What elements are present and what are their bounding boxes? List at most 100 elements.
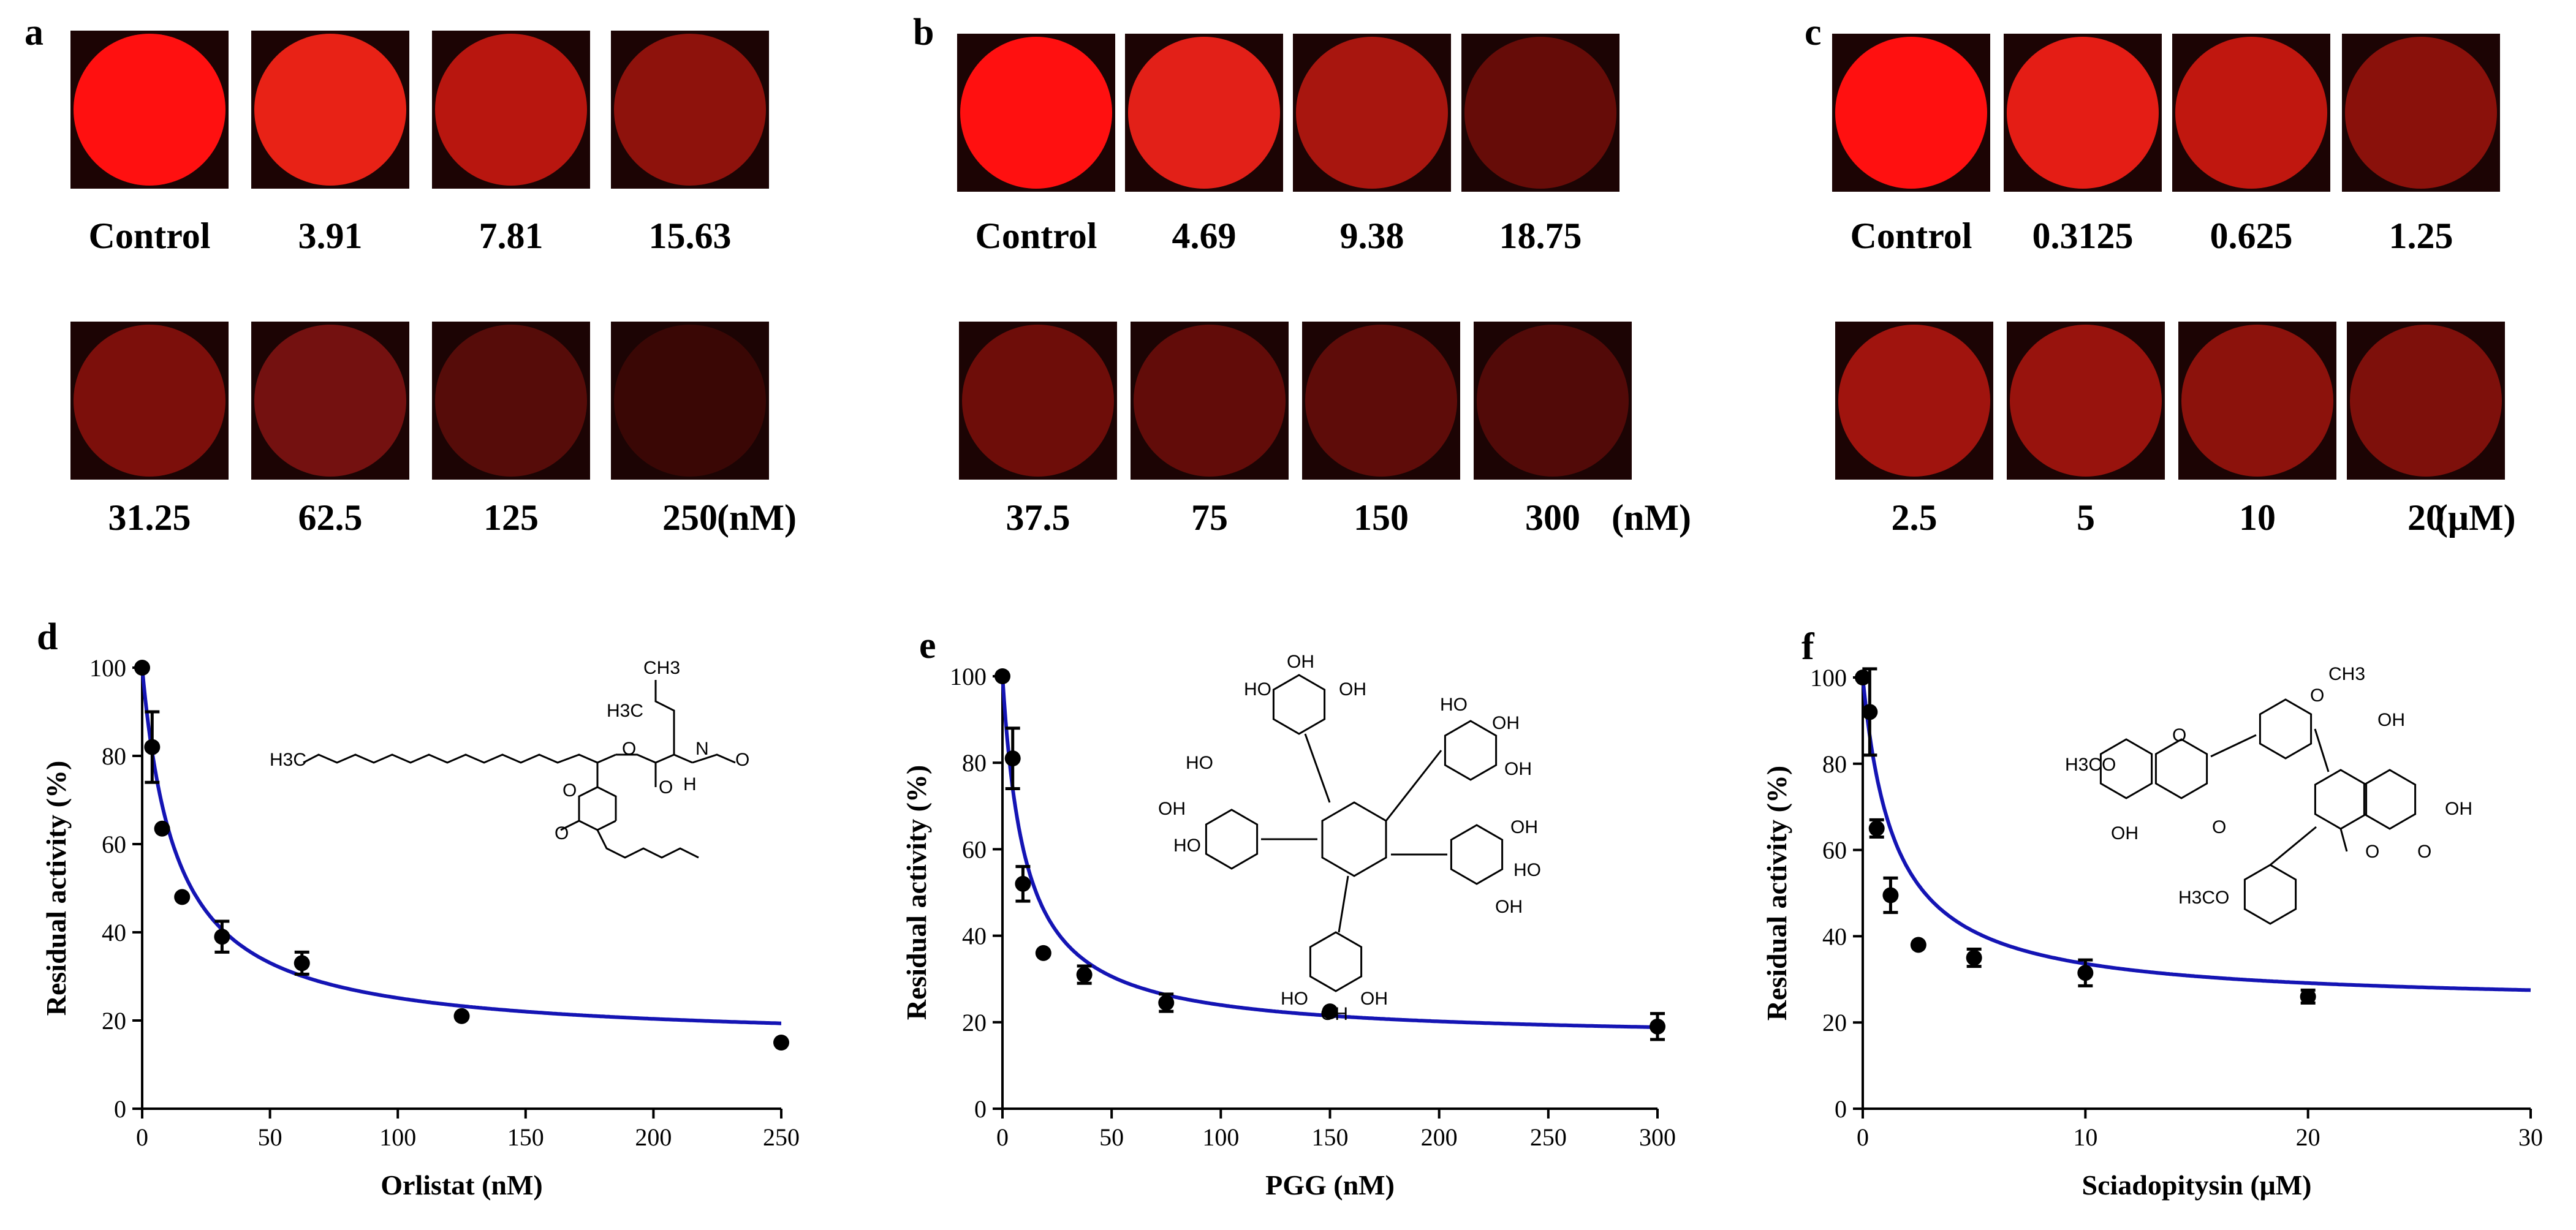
x-tick-label: 50 bbox=[258, 1123, 282, 1151]
well-image bbox=[1474, 322, 1632, 480]
concentration-label: 37.5 bbox=[1006, 497, 1070, 538]
x-tick-label: 50 bbox=[1099, 1123, 1124, 1151]
data-point bbox=[1855, 670, 1871, 685]
well-image bbox=[2342, 34, 2500, 192]
x-tick-label: 20 bbox=[2296, 1123, 2320, 1151]
atom-label: HO bbox=[1244, 679, 1271, 700]
well-image bbox=[959, 322, 1117, 480]
fluorescence-disc bbox=[1128, 37, 1280, 189]
fluorescence-disc bbox=[960, 37, 1112, 189]
x-axis-label: Sciadopitysin (μM) bbox=[2082, 1169, 2312, 1201]
x-tick-label: 250 bbox=[763, 1123, 800, 1151]
concentration-label: 0.625 bbox=[2210, 216, 2293, 256]
error-bar bbox=[1862, 667, 1877, 757]
concentration-label: 4.69 bbox=[1172, 216, 1237, 256]
concentration-unit: (nM) bbox=[1612, 497, 1691, 538]
concentration-label: 250 bbox=[662, 497, 718, 538]
atom-label: H3C bbox=[2065, 755, 2102, 775]
x-tick-label: 200 bbox=[635, 1123, 672, 1151]
fluorescence-disc bbox=[1134, 325, 1286, 477]
data-point bbox=[144, 739, 161, 755]
data-point bbox=[1322, 1003, 1338, 1020]
y-axis-label: Residual activity (%) bbox=[901, 765, 932, 1021]
fluorescence-disc bbox=[1477, 325, 1629, 477]
well-image bbox=[1293, 34, 1451, 192]
well-image bbox=[251, 322, 409, 480]
atom-label: OH bbox=[1339, 679, 1366, 700]
panel-letter-e: e bbox=[919, 625, 936, 666]
well-image bbox=[2347, 322, 2505, 480]
well-image bbox=[251, 31, 409, 189]
well-image bbox=[1131, 322, 1289, 480]
panel-letter-c: c bbox=[1805, 12, 1822, 53]
well-image bbox=[957, 34, 1115, 192]
well-image bbox=[1302, 322, 1460, 480]
concentration-label: 9.38 bbox=[1339, 216, 1404, 256]
y-tick-label: 20 bbox=[102, 1007, 126, 1035]
atom-label: H bbox=[683, 774, 697, 794]
fluorescence-disc bbox=[962, 325, 1114, 477]
y-tick-label: 60 bbox=[962, 836, 987, 863]
fluorescence-disc bbox=[2181, 325, 2333, 477]
error-bar bbox=[214, 919, 230, 954]
concentration-label: 300 bbox=[1525, 497, 1580, 538]
atom-label: HO bbox=[1440, 695, 1468, 715]
panel-letter-f: f bbox=[1801, 626, 1815, 668]
orlistat-structure bbox=[303, 680, 736, 859]
fluorescence-disc bbox=[1838, 325, 1990, 477]
concentration-unit: (μM) bbox=[2436, 497, 2516, 538]
concentration-label: 5 bbox=[2077, 497, 2095, 538]
y-tick-label: 0 bbox=[114, 1095, 126, 1123]
well-image bbox=[2007, 322, 2165, 480]
y-tick-label: 100 bbox=[1810, 664, 1847, 692]
well-image bbox=[70, 322, 229, 480]
fluorescence-disc bbox=[2345, 37, 2497, 189]
atom-label: O bbox=[2417, 842, 2431, 862]
atom-label: O bbox=[2102, 755, 2116, 775]
fluorescence-disc bbox=[254, 325, 406, 477]
well-image bbox=[1835, 322, 1993, 480]
atom-label: O bbox=[2212, 817, 2226, 837]
y-tick-label: 0 bbox=[974, 1095, 987, 1123]
well-image bbox=[2004, 34, 2162, 192]
error-bar bbox=[1077, 964, 1092, 985]
x-tick-label: 0 bbox=[136, 1123, 148, 1151]
fluorescence-disc bbox=[435, 34, 587, 186]
error-bar bbox=[1966, 948, 1982, 968]
fluorescence-disc bbox=[1305, 325, 1457, 477]
error-bar bbox=[1015, 865, 1031, 903]
y-tick-label: 40 bbox=[962, 922, 987, 950]
fluorescence-disc bbox=[2350, 325, 2502, 477]
concentration-label: 125 bbox=[483, 497, 539, 538]
fluorescence-disc bbox=[2175, 37, 2327, 189]
atom-label: O bbox=[2365, 842, 2379, 862]
error-bar bbox=[2078, 958, 2093, 987]
fluorescence-disc bbox=[74, 325, 225, 477]
y-tick-label: 20 bbox=[962, 1009, 987, 1036]
atom-label: O bbox=[555, 823, 569, 843]
x-tick-label: 100 bbox=[379, 1123, 416, 1151]
fluorescence-disc bbox=[74, 34, 225, 186]
axes-lines bbox=[141, 668, 781, 1110]
atom-label: HO bbox=[1513, 860, 1541, 880]
y-tick-label: 60 bbox=[1822, 837, 1847, 864]
x-tick-label: 0 bbox=[996, 1123, 1009, 1151]
fluorescence-disc bbox=[614, 325, 766, 477]
data-point bbox=[994, 668, 1010, 684]
data-point bbox=[1966, 949, 1982, 966]
atom-label: OH bbox=[1360, 989, 1388, 1009]
atom-label: CH3 bbox=[2328, 664, 2365, 684]
concentration-label: Control bbox=[88, 216, 211, 256]
data-point bbox=[1004, 750, 1021, 767]
fluorescence-disc bbox=[1464, 37, 1616, 189]
fluorescence-disc bbox=[1296, 37, 1448, 189]
atom-label: HO bbox=[1186, 753, 1213, 773]
data-point bbox=[773, 1035, 789, 1051]
data-point bbox=[154, 820, 170, 837]
atom-label: O bbox=[2172, 725, 2186, 745]
y-tick-label: 80 bbox=[962, 749, 987, 777]
atom-label: O bbox=[2310, 685, 2324, 706]
panel-letter-a: a bbox=[25, 12, 44, 53]
well-image bbox=[611, 322, 769, 480]
